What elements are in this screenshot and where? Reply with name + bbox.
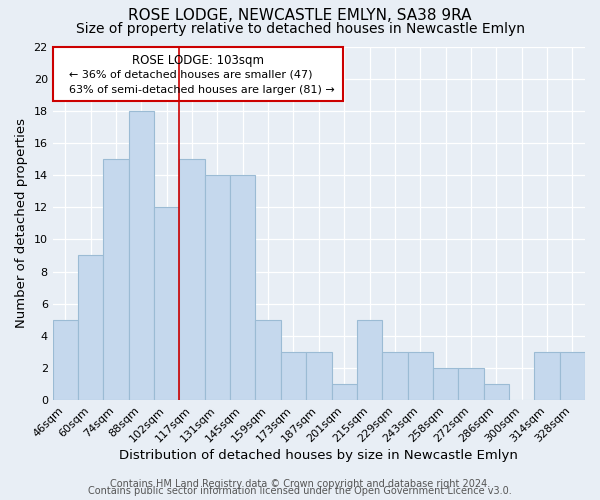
Bar <box>332 384 357 400</box>
Bar <box>458 368 484 400</box>
Text: Contains public sector information licensed under the Open Government Licence v3: Contains public sector information licen… <box>88 486 512 496</box>
Bar <box>357 320 382 400</box>
X-axis label: Distribution of detached houses by size in Newcastle Emlyn: Distribution of detached houses by size … <box>119 450 518 462</box>
Bar <box>306 352 332 400</box>
Bar <box>382 352 407 400</box>
Bar <box>433 368 458 400</box>
Bar <box>53 320 78 400</box>
Bar <box>205 175 230 400</box>
Text: 63% of semi-detached houses are larger (81) →: 63% of semi-detached houses are larger (… <box>68 86 334 96</box>
Bar <box>78 256 103 400</box>
Bar <box>230 175 256 400</box>
Text: ROSE LODGE: 103sqm: ROSE LODGE: 103sqm <box>132 54 264 66</box>
Bar <box>256 320 281 400</box>
Bar <box>484 384 509 400</box>
Text: Contains HM Land Registry data © Crown copyright and database right 2024.: Contains HM Land Registry data © Crown c… <box>110 479 490 489</box>
Bar <box>103 159 129 400</box>
Text: ROSE LODGE, NEWCASTLE EMLYN, SA38 9RA: ROSE LODGE, NEWCASTLE EMLYN, SA38 9RA <box>128 8 472 22</box>
Bar <box>179 159 205 400</box>
FancyBboxPatch shape <box>53 46 343 102</box>
Bar <box>560 352 585 400</box>
Bar <box>535 352 560 400</box>
Y-axis label: Number of detached properties: Number of detached properties <box>15 118 28 328</box>
Bar <box>281 352 306 400</box>
Bar <box>154 207 179 400</box>
Bar <box>129 111 154 400</box>
Text: Size of property relative to detached houses in Newcastle Emlyn: Size of property relative to detached ho… <box>76 22 524 36</box>
Text: ← 36% of detached houses are smaller (47): ← 36% of detached houses are smaller (47… <box>68 70 312 80</box>
Bar <box>407 352 433 400</box>
